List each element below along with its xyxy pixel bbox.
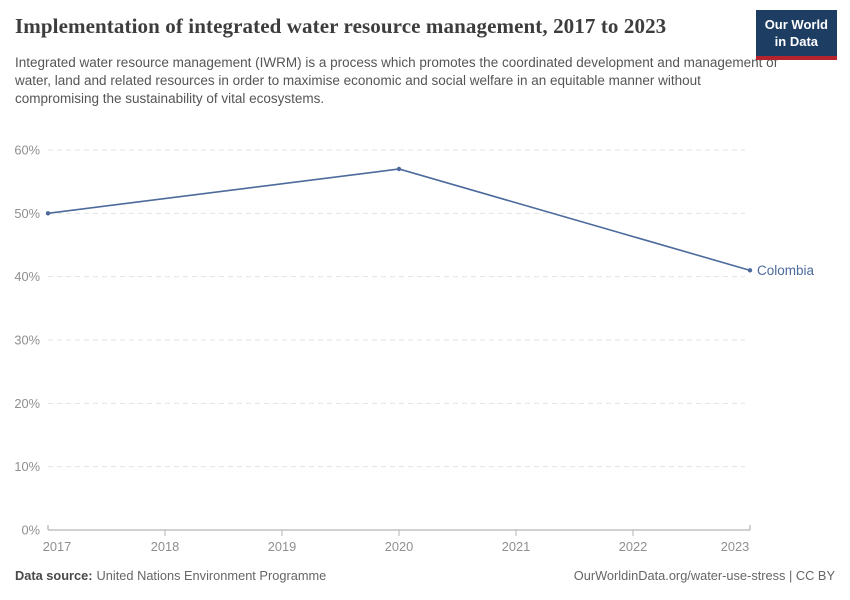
y-axis-label: 30% [14, 333, 40, 348]
data-source-label: Data source: [15, 568, 93, 583]
owid-logo-line1: Our World [764, 17, 828, 32]
x-axis-label: 2019 [268, 539, 296, 554]
data-point [45, 211, 51, 216]
line-chart-canvas: 0% 10% 20% 30% 40% 50% 60% 2017 2018 2019 2020 2021… [14, 143, 815, 555]
y-axis-label: 50% [14, 206, 40, 221]
y-axis-label: 40% [14, 269, 40, 284]
x-axis-label: 2021 [502, 539, 530, 554]
y-axis-label: 10% [14, 459, 40, 474]
y-axis-label: 20% [14, 396, 40, 411]
owid-logo[interactable]: Our World in Data [755, 10, 837, 61]
line-chart: 0% 10% 20% 30% 40% 50% 60% 2017 2018 2019 2020 2021… [0, 140, 850, 555]
footer-link[interactable]: OurWorldinData.org/water-use-stress | CC… [573, 568, 835, 583]
y-axis-label: 0% [22, 523, 41, 538]
data-source-value: United Nations Environment Programme [96, 568, 327, 583]
y-axis-label: 60% [14, 143, 40, 158]
series-label: Colombia [757, 263, 815, 278]
chart-footer: Data source: United Nations Environment P… [15, 568, 835, 583]
data-point [396, 166, 402, 172]
data-point [747, 268, 753, 273]
data-source: Data source: United Nations Environment P… [15, 568, 326, 583]
chart-subtitle: Integrated water resource management (IW… [15, 54, 778, 106]
chart-header: Implementation of integrated water resou… [0, 0, 850, 107]
x-axis-label: 2023 [721, 539, 749, 554]
x-axis-label: 2018 [151, 539, 179, 554]
x-axis-label: 2022 [619, 539, 647, 554]
colombia-line [47, 168, 751, 272]
x-axis-label: 2017 [43, 539, 71, 554]
x-axis-label: 2020 [385, 539, 413, 554]
chart-title: Implementation of integrated water resou… [15, 14, 667, 38]
owid-logo-line2: in Data [774, 33, 819, 49]
